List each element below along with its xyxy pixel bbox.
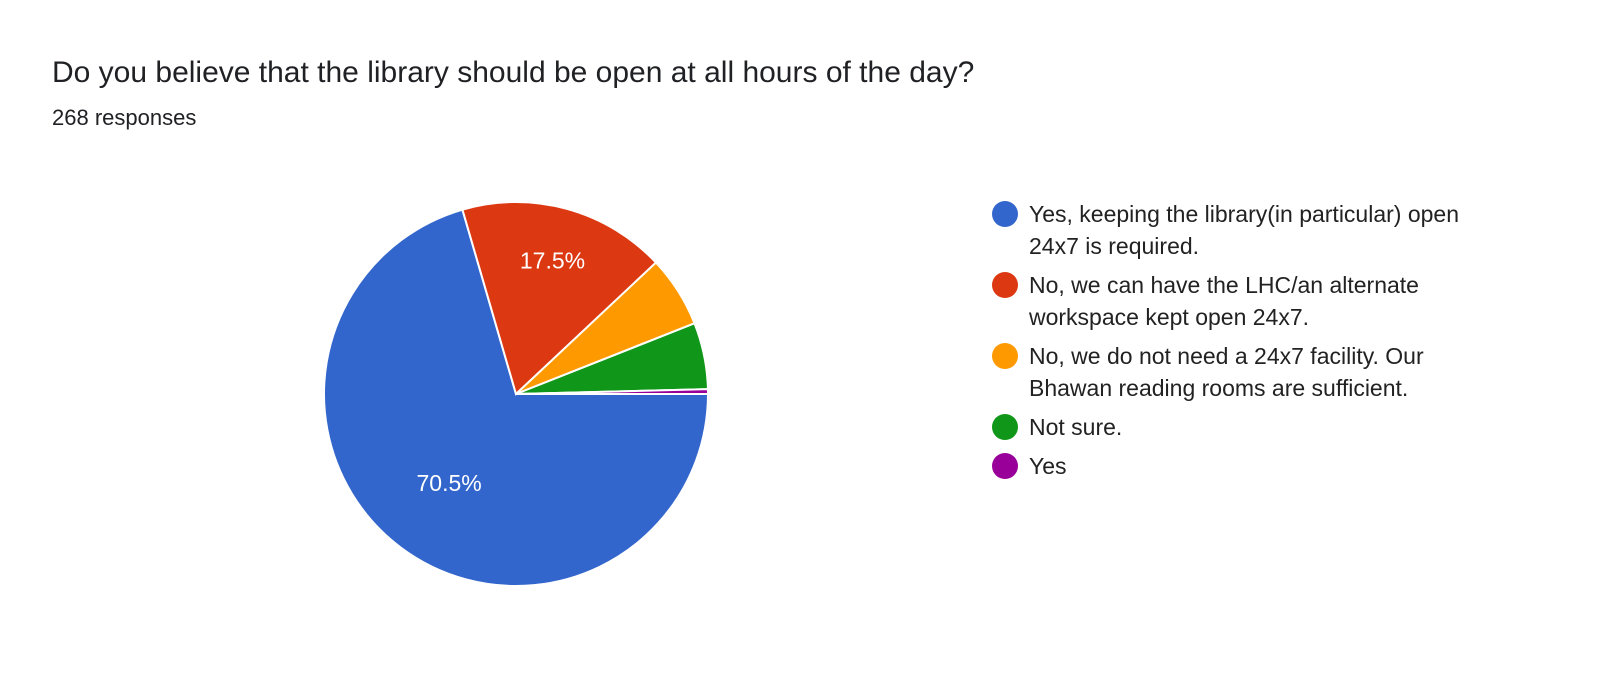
chart-title: Do you believe that the library should b… — [52, 56, 975, 89]
legend-swatch — [992, 201, 1018, 227]
legend-item[interactable]: Yes, keeping the library(in particular) … — [992, 198, 1512, 262]
legend-item[interactable]: No, we can have the LHC/an alternate wor… — [992, 269, 1512, 333]
legend-label: Not sure. — [1029, 414, 1123, 440]
legend: Yes, keeping the library(in particular) … — [992, 198, 1512, 489]
data-label: 70.5% — [417, 470, 482, 496]
legend-item[interactable]: No, we do not need a 24x7 facility. Our … — [992, 340, 1512, 404]
pie-slice[interactable] — [515, 388, 710, 395]
response-count: 268 responses — [52, 105, 197, 130]
legend-item[interactable]: Not sure. — [992, 411, 1512, 443]
legend-swatch — [992, 414, 1018, 440]
legend-label: Yes — [1029, 453, 1067, 479]
legend-swatch — [992, 453, 1018, 479]
pie-slice[interactable] — [323, 208, 710, 587]
legend-label: No, we can have the LHC/an alternate wor… — [1029, 272, 1419, 330]
data-label: 17.5% — [520, 248, 585, 274]
legend-swatch — [992, 272, 1018, 298]
legend-label: No, we do not need a 24x7 facility. Our … — [1029, 343, 1424, 401]
legend-item[interactable]: Yes — [992, 450, 1512, 482]
legend-label: Yes, keeping the library(in particular) … — [1029, 201, 1460, 259]
pie-chart: 70.5% 17.5% — [323, 201, 710, 587]
legend-swatch — [992, 343, 1018, 369]
pie-slice[interactable] — [461, 201, 658, 396]
